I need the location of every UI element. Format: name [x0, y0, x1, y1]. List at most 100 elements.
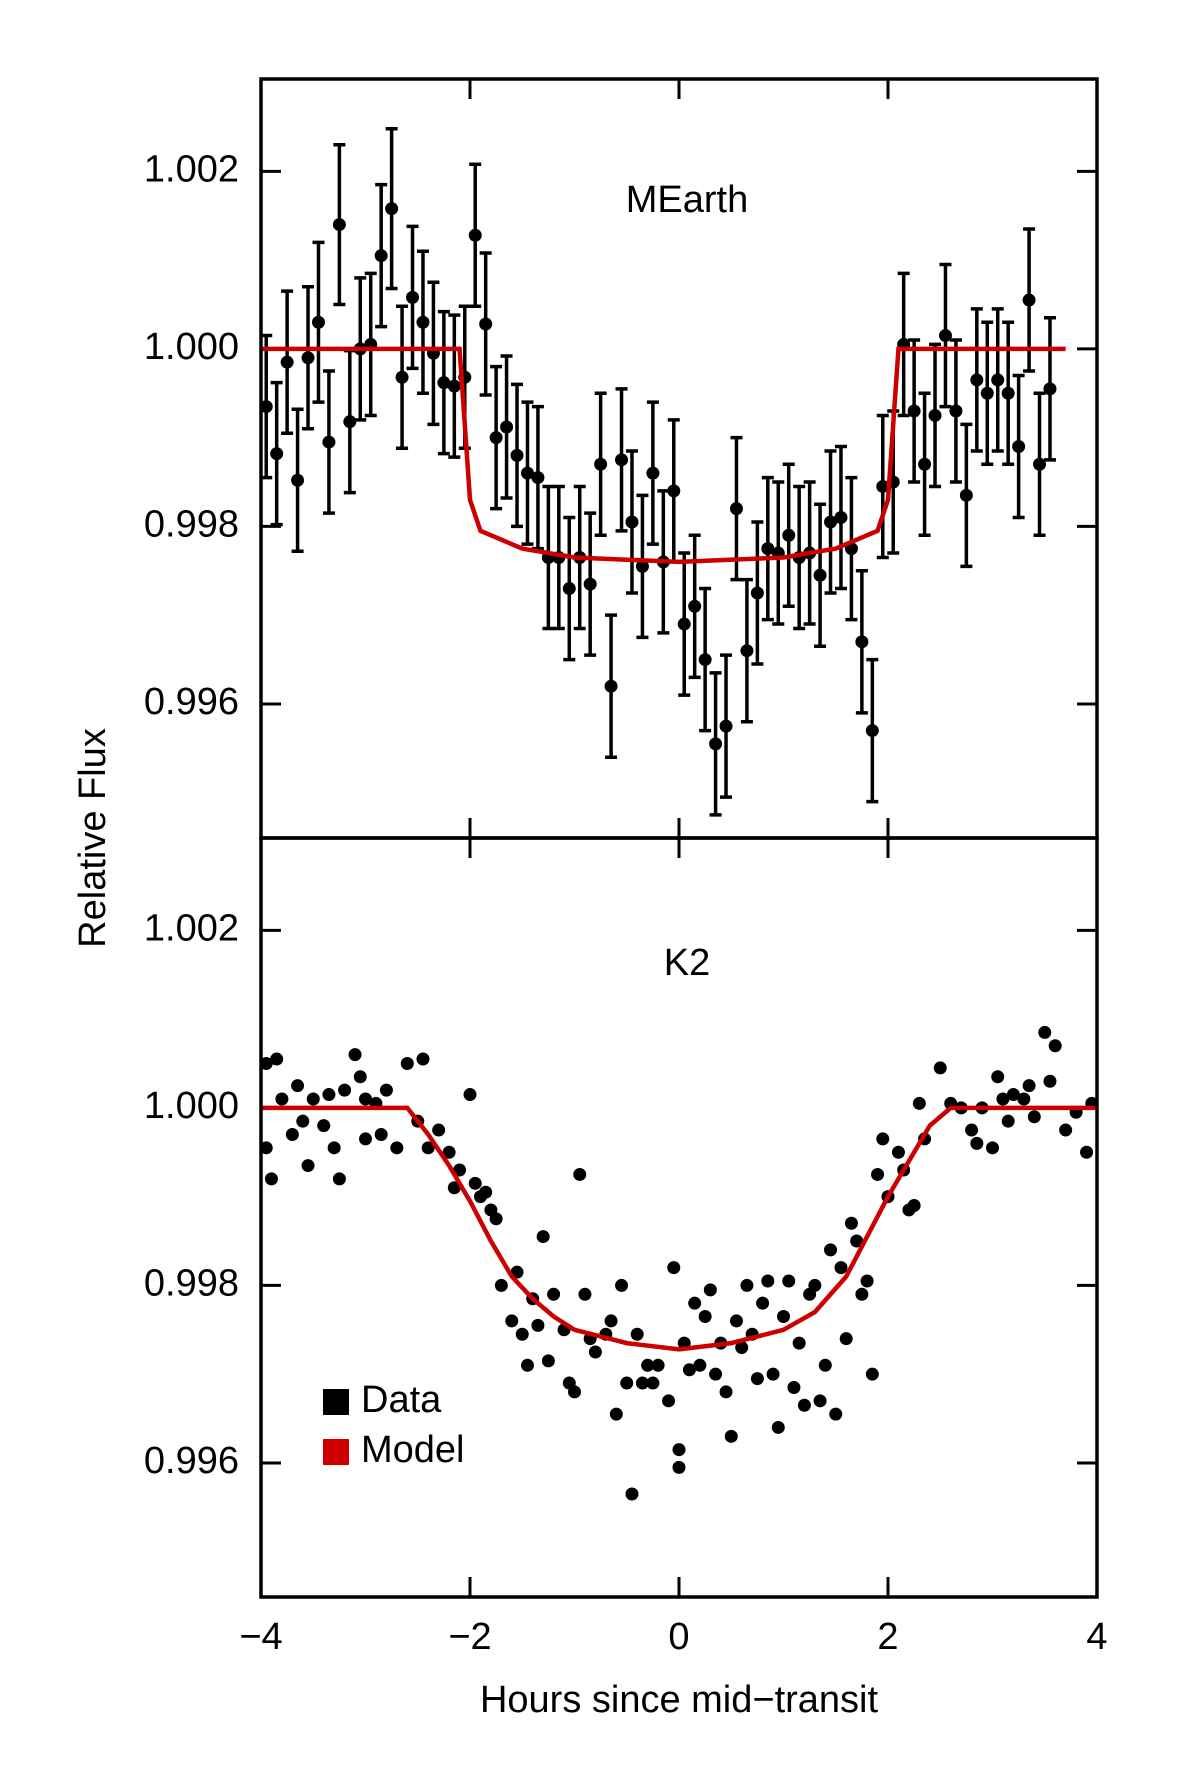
- legend-swatch: [323, 1389, 349, 1415]
- data-point: [463, 1088, 477, 1102]
- data-point: [667, 484, 681, 498]
- data-point: [1001, 1114, 1015, 1128]
- data-point: [860, 1274, 874, 1288]
- data-point: [573, 1167, 587, 1181]
- data-point: [270, 1052, 284, 1066]
- data-point: [489, 431, 503, 445]
- data-point: [1043, 1074, 1057, 1088]
- data-point: [421, 1141, 435, 1155]
- data-point: [1006, 1088, 1020, 1102]
- data-point: [719, 719, 733, 733]
- data-point: [698, 1309, 712, 1323]
- data-point: [261, 400, 273, 414]
- data-point: [1033, 457, 1047, 471]
- data-point: [311, 315, 325, 329]
- data-point: [615, 453, 629, 467]
- data-point: [301, 1159, 315, 1173]
- y-tick-label: 1.000: [144, 1085, 239, 1127]
- data-point: [1022, 1079, 1036, 1093]
- y-tick-label: 0.998: [144, 503, 239, 545]
- data-point: [907, 404, 921, 418]
- data-point: [646, 1376, 660, 1390]
- data-point: [709, 737, 723, 751]
- data-point: [850, 1234, 864, 1248]
- data-point: [322, 435, 336, 449]
- data-point: [918, 457, 932, 471]
- data-point: [261, 1056, 273, 1070]
- data-point: [865, 724, 879, 738]
- data-point: [771, 1420, 785, 1434]
- y-tick-label: 0.996: [144, 1440, 239, 1482]
- data-point: [782, 1274, 796, 1288]
- data-point: [693, 1358, 707, 1372]
- data-point: [907, 1199, 921, 1213]
- data-point: [625, 515, 639, 529]
- data-point: [338, 1083, 352, 1097]
- data-point: [1001, 386, 1015, 400]
- data-point: [777, 1309, 790, 1323]
- data-point: [818, 1358, 832, 1372]
- data-point: [468, 228, 482, 242]
- data-point: [703, 1283, 717, 1297]
- data-point: [317, 1119, 331, 1133]
- data-point: [447, 1181, 461, 1195]
- y-tick-label: 0.996: [144, 681, 239, 723]
- data-point: [1080, 1145, 1094, 1159]
- data-point: [876, 1132, 890, 1146]
- data-point: [620, 1376, 634, 1390]
- data-point: [374, 249, 388, 263]
- data-point: [635, 1376, 649, 1390]
- data-point: [729, 1314, 743, 1328]
- panel-label: MEarth: [626, 179, 748, 221]
- data-point: [353, 1070, 367, 1084]
- data-point: [280, 355, 294, 369]
- data-point: [510, 448, 524, 462]
- data-point: [855, 635, 869, 649]
- data-point: [270, 447, 284, 461]
- data-point: [301, 351, 315, 365]
- data-point: [385, 202, 399, 216]
- data-point: [970, 1136, 984, 1150]
- data-point: [688, 1296, 702, 1310]
- data-point: [839, 1332, 853, 1346]
- x-tick-label: 2: [877, 1616, 898, 1658]
- data-point: [740, 644, 754, 658]
- x-tick-label: −2: [448, 1616, 491, 1658]
- data-point: [709, 1367, 723, 1381]
- data-point: [797, 1398, 811, 1412]
- model-line: [261, 1105, 1097, 1352]
- data-point: [406, 290, 420, 304]
- data-point: [834, 511, 848, 525]
- data-point: [1048, 1039, 1062, 1053]
- data-point: [416, 315, 430, 329]
- data-point: [682, 1363, 696, 1377]
- data-point: [285, 1127, 299, 1141]
- data-point: [735, 1341, 749, 1355]
- data-point: [750, 586, 764, 600]
- data-point: [604, 1314, 618, 1328]
- data-point: [824, 1243, 838, 1257]
- data-point: [813, 568, 827, 582]
- y-axis-label: Relative Flux: [72, 728, 114, 948]
- legend-label: Data: [361, 1379, 442, 1421]
- legend-label: Model: [361, 1429, 465, 1471]
- data-point: [933, 1061, 947, 1075]
- data-point: [536, 1230, 550, 1244]
- data-point: [1059, 1123, 1073, 1137]
- data-point: [855, 1287, 869, 1301]
- data-point: [1027, 1110, 1041, 1124]
- data-point: [912, 1096, 926, 1110]
- data-point: [871, 1167, 885, 1181]
- data-point: [390, 1141, 404, 1155]
- data-point: [359, 1092, 372, 1106]
- data-point: [531, 471, 545, 485]
- data-point: [729, 502, 743, 516]
- data-point: [928, 408, 942, 422]
- data-point: [672, 1443, 686, 1457]
- data-point: [583, 577, 597, 591]
- data-point: [468, 1176, 482, 1190]
- plot-frame: [259, 836, 1099, 1599]
- data-point: [306, 1092, 320, 1106]
- data-point: [891, 1145, 905, 1159]
- data-point: [834, 1261, 848, 1275]
